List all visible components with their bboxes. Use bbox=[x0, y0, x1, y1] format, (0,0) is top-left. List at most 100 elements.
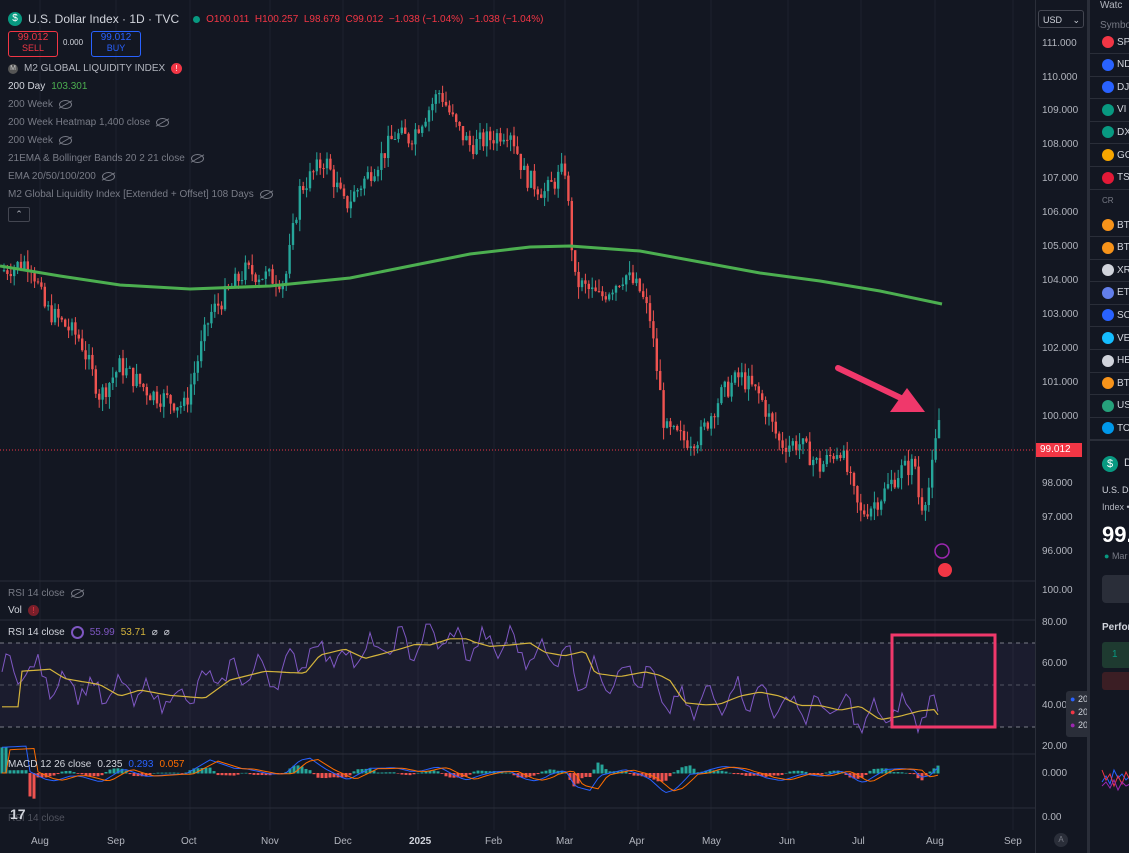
macd-bar bbox=[416, 772, 420, 774]
watchlist-item[interactable]: TO bbox=[1090, 417, 1129, 441]
watchlist-item[interactable]: ET bbox=[1090, 282, 1129, 305]
buy-button[interactable]: 99.012 BUY bbox=[91, 31, 141, 57]
candle-body bbox=[795, 441, 798, 451]
currency-select[interactable]: USD ⌄ bbox=[1038, 10, 1084, 28]
tradingview-logo[interactable]: 17 bbox=[10, 806, 26, 822]
macd-bar bbox=[732, 773, 736, 775]
symbol-title[interactable]: U.S. Dollar Index · 1D · TVC bbox=[28, 12, 180, 26]
price-axis-label: 96.000 bbox=[1042, 546, 1073, 558]
gold-icon bbox=[1102, 149, 1114, 161]
candle-body bbox=[523, 165, 526, 170]
watchlist-item[interactable]: BT bbox=[1090, 372, 1129, 396]
watchlist-panel[interactable]: Watc Symbo SP ND DJ VI DX GC TS CR BT BT XR ET SC V… bbox=[1087, 0, 1129, 853]
vix-icon bbox=[1102, 103, 1114, 116]
error-icon[interactable]: ! bbox=[171, 63, 183, 74]
macd-bar bbox=[768, 773, 772, 777]
watchlist-section-crypto[interactable]: CR bbox=[1102, 196, 1114, 205]
watchlist-item[interactable]: HE bbox=[1090, 350, 1129, 373]
indicator-200week-heatmap[interactable]: 200 Week Heatmap 1,400 close bbox=[8, 117, 170, 128]
market-status: ● Mar bbox=[1104, 551, 1128, 561]
candle-body bbox=[822, 464, 825, 472]
candle-body bbox=[166, 393, 169, 396]
vol-legend[interactable]: Vol! bbox=[8, 605, 39, 616]
watchlist-item[interactable]: SC bbox=[1090, 304, 1129, 328]
candle-body bbox=[400, 127, 403, 134]
performance-title: Perfor bbox=[1102, 622, 1129, 633]
sell-button[interactable]: 99.012 SELL bbox=[8, 31, 58, 57]
candle-body bbox=[431, 103, 434, 111]
flag-icon bbox=[938, 563, 952, 577]
macd-bar bbox=[392, 772, 396, 774]
hidden-eye-icon[interactable] bbox=[190, 154, 204, 163]
rsi-hidden-legend[interactable]: RSI 14 close bbox=[8, 588, 84, 599]
sync-icon[interactable] bbox=[70, 626, 84, 639]
indicator-m2[interactable]: M M2 GLOBAL LIQUIDITY INDEX ! bbox=[8, 63, 183, 74]
dollar-icon[interactable]: $ bbox=[8, 12, 22, 26]
indicator-m2-extended[interactable]: M2 Global Liquidity Index [Extended + Of… bbox=[8, 189, 273, 200]
candle-body bbox=[84, 350, 87, 360]
error-icon[interactable]: ! bbox=[27, 605, 39, 616]
macd-bar bbox=[404, 773, 408, 775]
auto-scale-button[interactable]: A bbox=[1054, 833, 1068, 847]
chart-canvas[interactable] bbox=[0, 0, 1035, 853]
watchlist-item[interactable]: SP bbox=[1090, 31, 1129, 54]
macd-bar bbox=[252, 773, 256, 775]
arrow-annotation bbox=[835, 365, 925, 412]
candle-body bbox=[747, 375, 750, 390]
chart-area[interactable]: $ U.S. Dollar Index · 1D · TVC O100.011 … bbox=[0, 0, 1035, 853]
macd-bar bbox=[540, 771, 544, 774]
macd-bar bbox=[448, 773, 452, 778]
indicator-ema-bollinger[interactable]: 21EMA & Bollinger Bands 20 2 21 close bbox=[8, 153, 204, 164]
candle-body bbox=[356, 189, 359, 192]
rsi-line bbox=[1, 623, 939, 735]
hidden-eye-icon[interactable] bbox=[156, 118, 170, 127]
macd-bar bbox=[192, 768, 196, 774]
macd-bar bbox=[600, 764, 604, 774]
candle-body bbox=[499, 133, 502, 142]
watchlist-item[interactable]: VE bbox=[1090, 327, 1129, 350]
hidden-eye-icon[interactable] bbox=[101, 172, 115, 181]
watchlist-item[interactable]: DX bbox=[1090, 121, 1129, 145]
watchlist-item[interactable]: GC bbox=[1090, 144, 1129, 167]
macd-bar bbox=[428, 770, 432, 774]
candle-body bbox=[696, 445, 699, 449]
watchlist-item[interactable]: TS bbox=[1090, 167, 1129, 190]
hidden-eye-icon[interactable] bbox=[58, 136, 72, 145]
macd-bar bbox=[308, 770, 312, 774]
hidden-eye-icon[interactable] bbox=[70, 589, 84, 598]
watchlist-item[interactable]: BT bbox=[1090, 237, 1129, 260]
rsi-bottom-legend[interactable]: RSI 14 close bbox=[8, 813, 65, 824]
hidden-eye-icon[interactable] bbox=[259, 190, 273, 199]
candle-body bbox=[74, 322, 77, 335]
macd-bar bbox=[792, 770, 796, 774]
candle-body bbox=[322, 168, 325, 170]
event-card[interactable] bbox=[1102, 575, 1129, 603]
watchlist-item[interactable]: ND bbox=[1090, 54, 1129, 77]
macd-bar bbox=[140, 773, 144, 777]
macd-legend[interactable]: MACD 12 26 close 0.235 0.293 0.057 bbox=[8, 759, 185, 770]
price-axis[interactable]: USD ⌄ 111.000 110.000 109.000 108.000 107.000… bbox=[1035, 0, 1088, 853]
candle-body bbox=[713, 416, 716, 418]
indicator-ema[interactable]: EMA 20/50/100/200 bbox=[8, 171, 115, 182]
macd-bar bbox=[692, 768, 696, 774]
indicator-200week[interactable]: 200 Week bbox=[8, 99, 72, 110]
candle-body bbox=[179, 405, 182, 408]
watchlist-item[interactable]: XR bbox=[1090, 259, 1129, 283]
indicator-200week-2[interactable]: 200 Week bbox=[8, 135, 72, 146]
macd-bar bbox=[88, 773, 92, 777]
rsi-legend[interactable]: RSI 14 close 55.99 53.71 ⌀ ⌀ bbox=[8, 626, 170, 639]
watchlist-item[interactable]: US bbox=[1090, 395, 1129, 418]
watchlist-item[interactable]: DJ bbox=[1090, 76, 1129, 100]
indicator-200day[interactable]: 200 Day 103.301 bbox=[8, 81, 88, 92]
candle-body bbox=[655, 338, 658, 372]
watchlist-item[interactable]: BT bbox=[1090, 214, 1129, 237]
hidden-eye-icon[interactable] bbox=[58, 100, 72, 109]
candle-body bbox=[414, 129, 417, 145]
watchlist-column-symbol[interactable]: Symbo bbox=[1100, 20, 1129, 31]
watchlist-item[interactable]: VI bbox=[1090, 99, 1129, 122]
candle-body bbox=[744, 372, 747, 390]
time-axis-label: Nov bbox=[261, 836, 279, 847]
collapse-legend-button[interactable]: ⌃ bbox=[8, 207, 30, 222]
macd-bar bbox=[440, 773, 444, 774]
candle-body bbox=[880, 501, 883, 510]
